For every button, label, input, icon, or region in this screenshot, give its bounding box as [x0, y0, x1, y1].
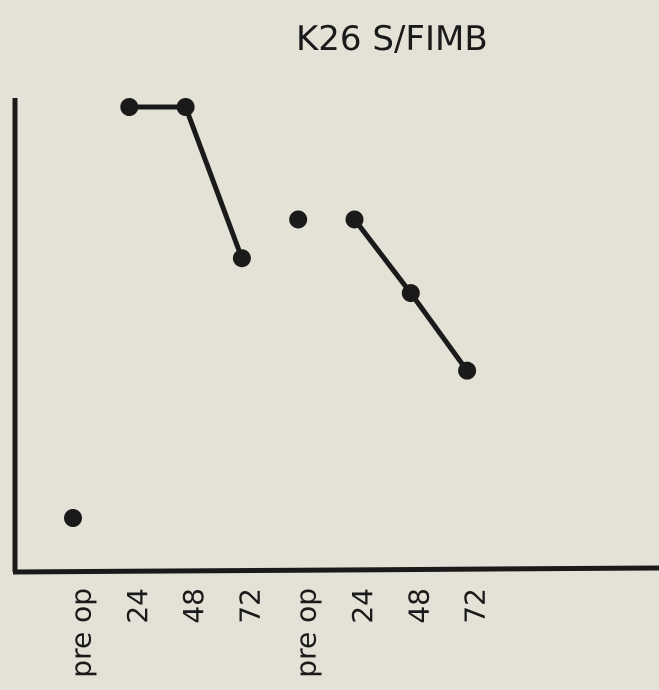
x-tick-label: 24: [346, 588, 379, 624]
series-1-line-3: [183, 106, 245, 260]
x-tick-label: 72: [233, 588, 266, 624]
x-tick-label: 48: [177, 588, 210, 624]
x-tick-label: 48: [402, 588, 435, 624]
data-point: [401, 284, 420, 303]
x-tick-label: 24: [121, 588, 154, 624]
chart-title: K26 S/FIMB: [296, 19, 488, 59]
data-point: [176, 98, 195, 116]
data-point: [289, 210, 308, 229]
series-2-line-2: [352, 217, 413, 295]
data-point: [458, 361, 477, 380]
data-point: [232, 249, 251, 268]
x-tick-label: pre op: [290, 588, 323, 678]
x-axis: [12, 565, 659, 575]
data-point: [345, 210, 364, 229]
series-2-line-3: [408, 291, 470, 373]
x-tick-labels: pre op 24 48 72 pre op 24 48 72: [65, 588, 492, 678]
data-point: [64, 509, 82, 527]
x-tick-label: pre op: [65, 588, 98, 678]
x-tick-label: 72: [459, 588, 492, 624]
data-point: [120, 98, 139, 116]
plot-marks: [64, 98, 477, 527]
